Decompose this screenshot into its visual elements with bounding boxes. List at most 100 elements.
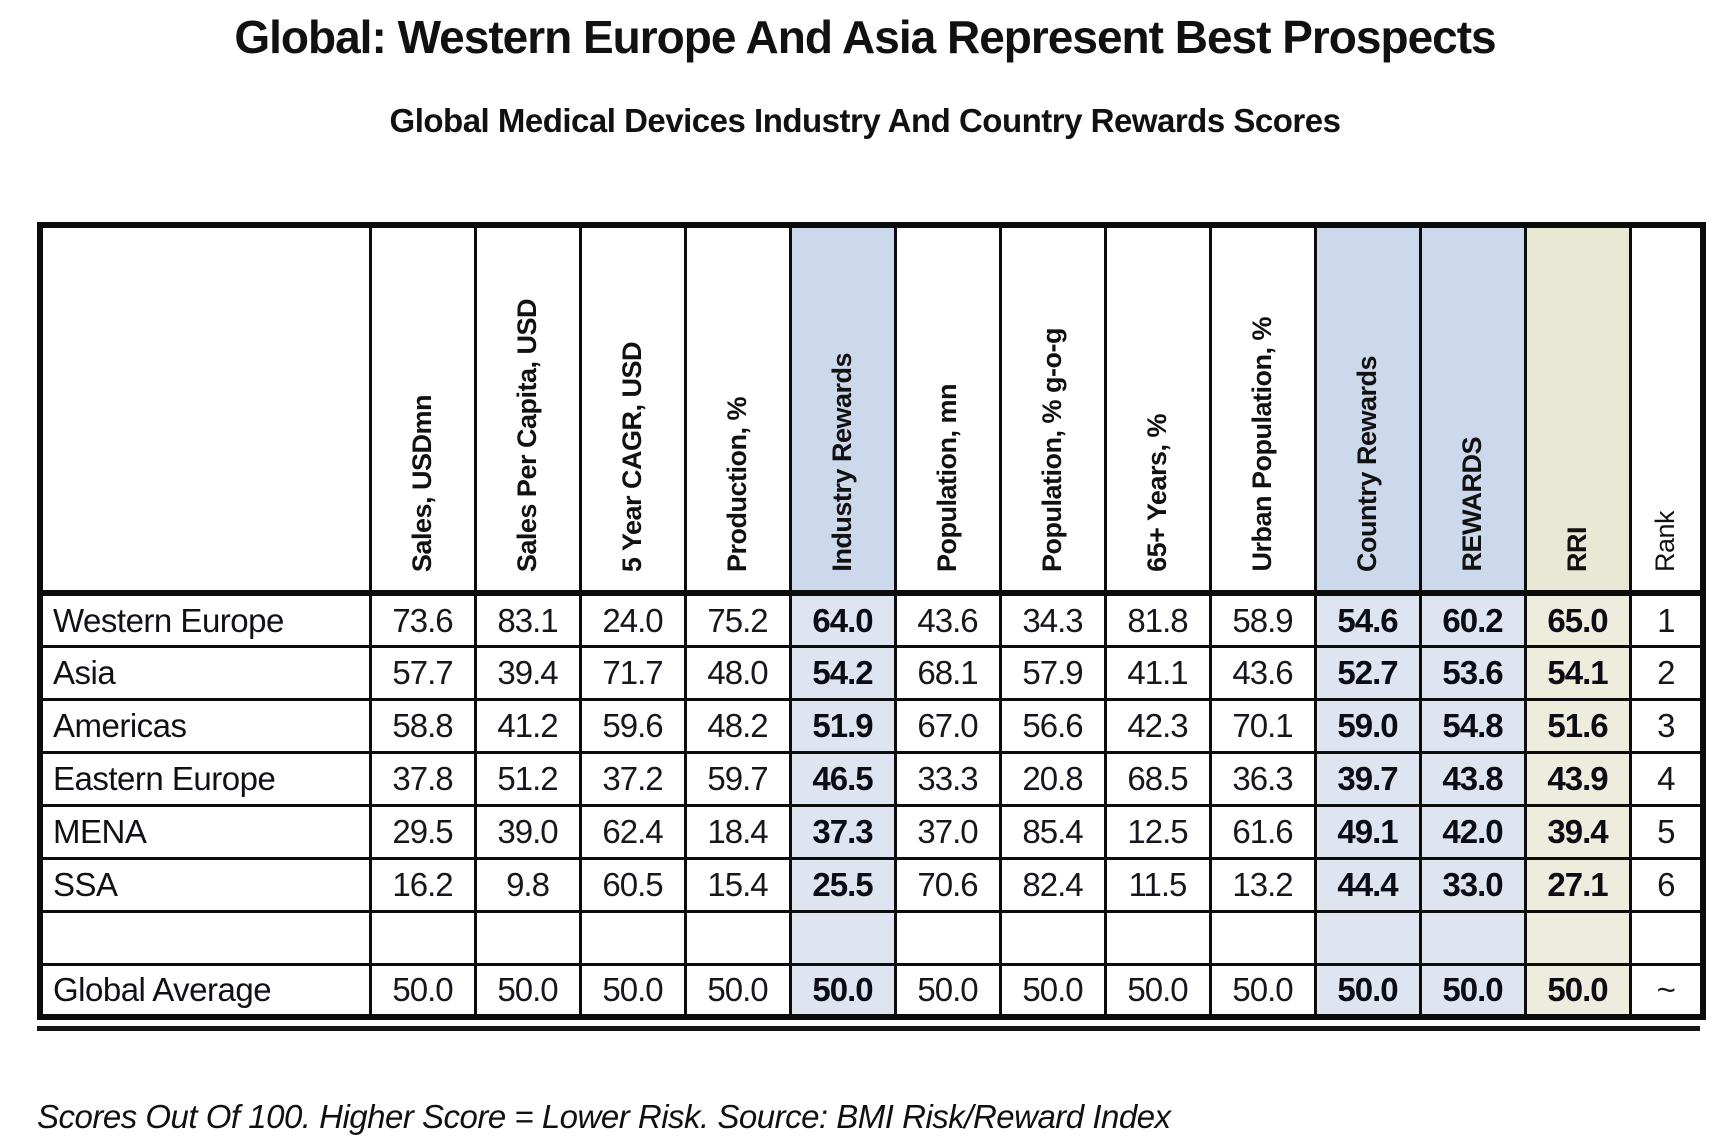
table-cell: 39.7 [1313,750,1422,807]
table-cell: 18.4 [683,803,792,860]
table-cell: 65.0 [1523,591,1632,648]
table-cell: 27.1 [1523,856,1632,913]
column-header-label: Production, % [722,397,752,572]
row-label: Eastern Europe [38,750,372,807]
table-row: Asia 57.7 39.4 71.7 48.0 54.2 68.1 57.9 41.1 43.6… [38,644,1705,701]
column-header-label: Sales, USDmn [407,394,437,572]
table-cell: 13.2 [1208,856,1317,913]
column-header: 65+ Years, % [1103,223,1212,596]
table-cell: 50.0 [788,962,897,1019]
table-cell: 5 [1628,803,1705,860]
table-cell: 57.9 [998,644,1107,701]
table-cell: 44.4 [1313,856,1422,913]
table-cell: 43.6 [1208,644,1317,701]
table-cell [1628,909,1705,966]
table-cell: 50.0 [1523,962,1632,1019]
column-header: Sales Per Capita, USD [473,223,582,596]
table-cell [578,909,687,966]
table-cell: 6 [1628,856,1705,913]
table-cell [1418,909,1527,966]
row-label: Western Europe [38,591,372,648]
table-cell: 56.6 [998,697,1107,754]
table-cell: 50.0 [1103,962,1212,1019]
table-cell [788,909,897,966]
column-header: Production, % [683,223,792,596]
table-cell: 29.5 [368,803,477,860]
row-label: Americas [38,697,372,754]
column-header: Sales, USDmn [368,223,477,596]
table-cell: 37.3 [788,803,897,860]
column-header-label: Rank [1650,510,1681,572]
table-cell: 50.0 [578,962,687,1019]
table-cell: 43.9 [1523,750,1632,807]
table-cell: 58.9 [1208,591,1317,648]
column-header: Population, % g-o-g [998,223,1107,596]
table-cell: 64.0 [788,591,897,648]
table-cell: 70.6 [893,856,1002,913]
table-cell [1523,909,1632,966]
table-cell: 37.8 [368,750,477,807]
table-cell: 36.3 [1208,750,1317,807]
table-cell: 37.0 [893,803,1002,860]
table-cell: 20.8 [998,750,1107,807]
table-cell: 50.0 [893,962,1002,1019]
table-cell: 37.2 [578,750,687,807]
column-header: Urban Population, % [1208,223,1317,596]
table-cell: 39.4 [1523,803,1632,860]
table-cell: 52.7 [1313,644,1422,701]
table-cell: 4 [1628,750,1705,807]
table-cell: 49.1 [1313,803,1422,860]
table-row: Eastern Europe 37.8 51.2 37.2 59.7 46.5 33.3 20… [38,750,1705,807]
column-header-label: REWARDS [1457,437,1487,572]
table-cell: 41.1 [1103,644,1212,701]
column-header-label: Population, % g-o-g [1037,328,1067,572]
table-cell: 83.1 [473,591,582,648]
table-cell: 70.1 [1208,697,1317,754]
table-cell: 58.8 [368,697,477,754]
column-header-label: 5 Year CAGR, USD [617,341,647,572]
table-cell: 50.0 [473,962,582,1019]
column-header: Industry Rewards [788,223,897,596]
table-cell: 9.8 [473,856,582,913]
column-header-label: 65+ Years, % [1142,414,1172,572]
table-cell: 46.5 [788,750,897,807]
table-cell: 34.3 [998,591,1107,648]
source-footnote: Scores Out Of 100. Higher Score = Lower … [37,1098,1171,1135]
table-cell: 53.6 [1418,644,1527,701]
table-row: Americas 58.8 41.2 59.6 48.2 51.9 67.0 56.6 42.3… [38,697,1705,754]
table-cell: ~ [1628,962,1705,1019]
table-cell: 39.4 [473,644,582,701]
table-cell: 3 [1628,697,1705,754]
table-cell: 12.5 [1103,803,1212,860]
row-label [38,909,372,966]
table-row [38,909,1705,966]
column-header: Population, mn [893,223,1002,596]
table-header-row: Sales, USDmn Sales Per Capita, USD 5 Year … [38,223,1705,596]
column-header: RRI [1523,223,1632,596]
table-cell [1103,909,1212,966]
table-cell [473,909,582,966]
table-cell: 15.4 [683,856,792,913]
table-cell [683,909,792,966]
scores-table: Sales, USDmn Sales Per Capita, USD 5 Year … [37,222,1706,1020]
table-cell: 60.2 [1418,591,1527,648]
column-header-label: Population, mn [932,384,962,572]
table-cell: 62.4 [578,803,687,860]
table-cell: 24.0 [578,591,687,648]
table-cell [1208,909,1317,966]
table-cell: 43.8 [1418,750,1527,807]
column-header-label: Industry Rewards [827,353,857,572]
table-cell: 50.0 [1313,962,1422,1019]
column-header: Country Rewards [1313,223,1422,596]
row-label: Asia [38,644,372,701]
table-cell: 33.3 [893,750,1002,807]
table-row: MENA 29.5 39.0 62.4 18.4 37.3 37.0 85.4 12.5 61.6… [38,803,1705,860]
row-label: SSA [38,856,372,913]
table-cell: 50.0 [1208,962,1317,1019]
column-header-label: Urban Population, % [1247,317,1277,572]
table-cell: 67.0 [893,697,1002,754]
table-cell: 54.1 [1523,644,1632,701]
column-header-label: Sales Per Capita, USD [512,298,542,572]
table-cell [1313,909,1422,966]
table-cell: 42.3 [1103,697,1212,754]
